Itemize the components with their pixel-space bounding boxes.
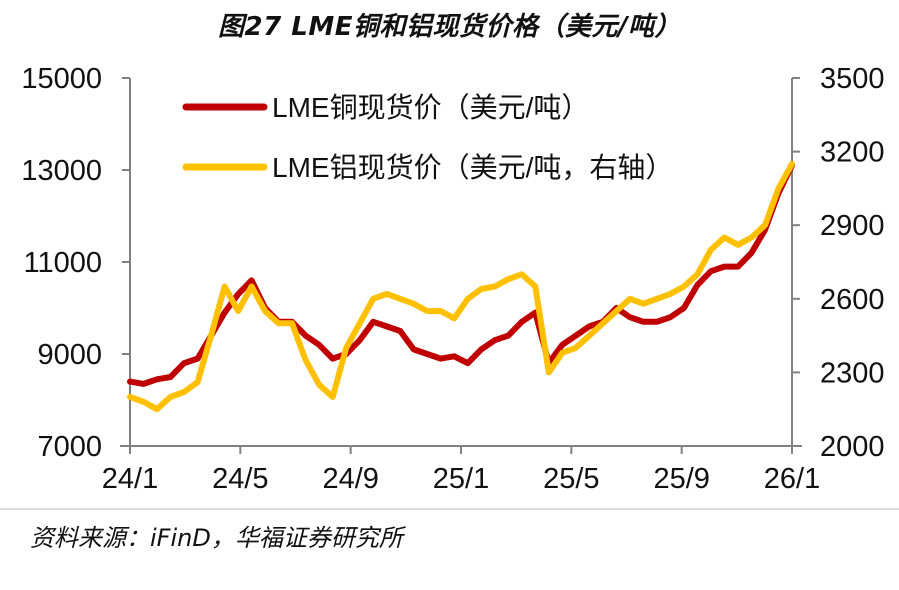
aluminium-series-line bbox=[127, 160, 795, 413]
left-tick-label: 13000 bbox=[21, 155, 102, 187]
x-tick-label: 25/5 bbox=[543, 463, 599, 495]
left-tick-label: 7000 bbox=[37, 431, 102, 463]
divider bbox=[0, 508, 899, 510]
left-tick-label: 11000 bbox=[24, 247, 103, 279]
x-tick-label: 26/1 bbox=[764, 463, 820, 495]
left-tick-label: 15000 bbox=[21, 63, 102, 95]
legend-label-copper: LME铜现货价（美元/吨） bbox=[272, 92, 589, 123]
right-tick-label: 3500 bbox=[820, 63, 885, 95]
right-tick-label: 2000 bbox=[820, 431, 885, 463]
axes: 15000 13000 11000 9000 7000 3500 3200 2900 2600 2… bbox=[21, 63, 884, 495]
x-tick-label: 25/9 bbox=[653, 463, 709, 495]
x-tick-label: 24/9 bbox=[322, 463, 378, 495]
right-tick-label: 2900 bbox=[820, 210, 885, 242]
x-tick-label: 24/1 bbox=[102, 463, 158, 495]
right-tick-label: 2300 bbox=[820, 357, 885, 389]
plot-area bbox=[127, 160, 795, 413]
chart-title: 图27 LME铜和铝现货价格（美元/吨） bbox=[218, 12, 681, 42]
left-tick-label: 9000 bbox=[37, 339, 102, 371]
source-note: 资料来源：iFinD，华福证券研究所 bbox=[30, 524, 403, 552]
legend-label-aluminium: LME铝现货价（美元/吨，右轴） bbox=[272, 152, 673, 183]
x-tick-label: 24/5 bbox=[212, 463, 268, 495]
right-tick-label: 3200 bbox=[820, 137, 885, 169]
copper-series-line bbox=[127, 162, 795, 387]
legend: LME铜现货价（美元/吨） LME铝现货价（美元/吨，右轴） bbox=[182, 92, 673, 183]
right-tick-label: 2600 bbox=[820, 284, 885, 316]
x-tick-label: 25/1 bbox=[433, 463, 489, 495]
line-chart: 15000 13000 11000 9000 7000 3500 3200 2900 2600 2… bbox=[21, 63, 884, 495]
